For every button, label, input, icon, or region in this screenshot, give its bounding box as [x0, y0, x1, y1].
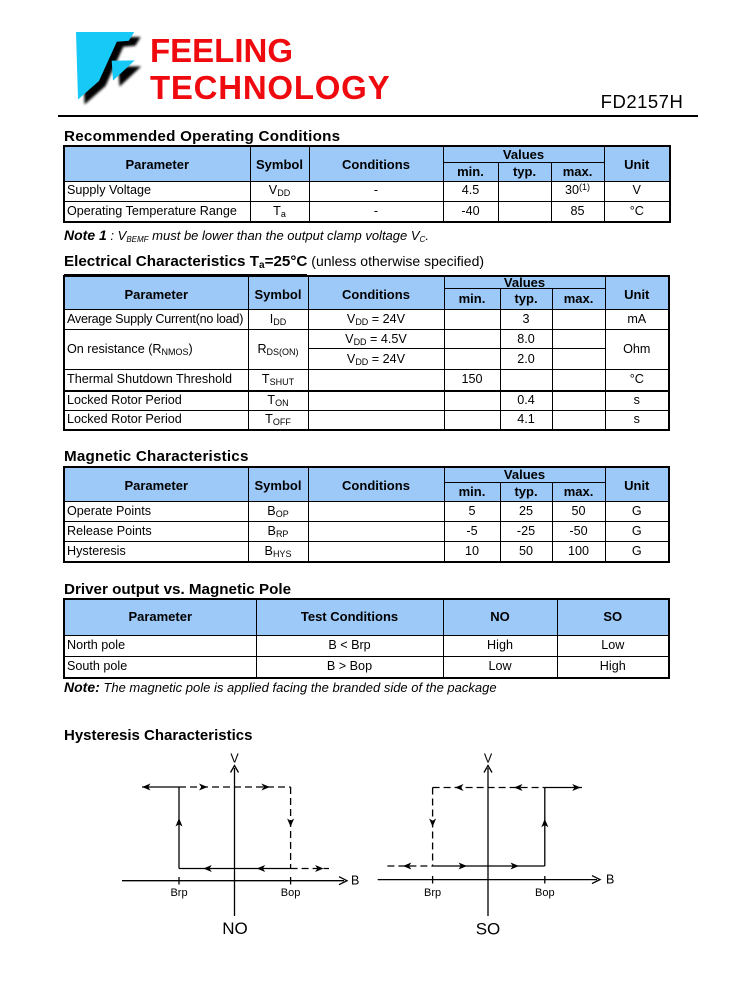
svg-text:Bop: Bop: [281, 887, 301, 899]
svg-text:B: B: [351, 874, 359, 888]
svg-text:NO: NO: [222, 919, 248, 938]
svg-text:V: V: [230, 752, 239, 766]
svg-text:SO: SO: [476, 920, 501, 939]
svg-text:Brp: Brp: [170, 887, 187, 899]
svg-text:V: V: [484, 752, 493, 766]
svg-text:Brp: Brp: [424, 887, 441, 899]
svg-text:B: B: [606, 873, 614, 887]
svg-text:Bop: Bop: [535, 887, 555, 899]
